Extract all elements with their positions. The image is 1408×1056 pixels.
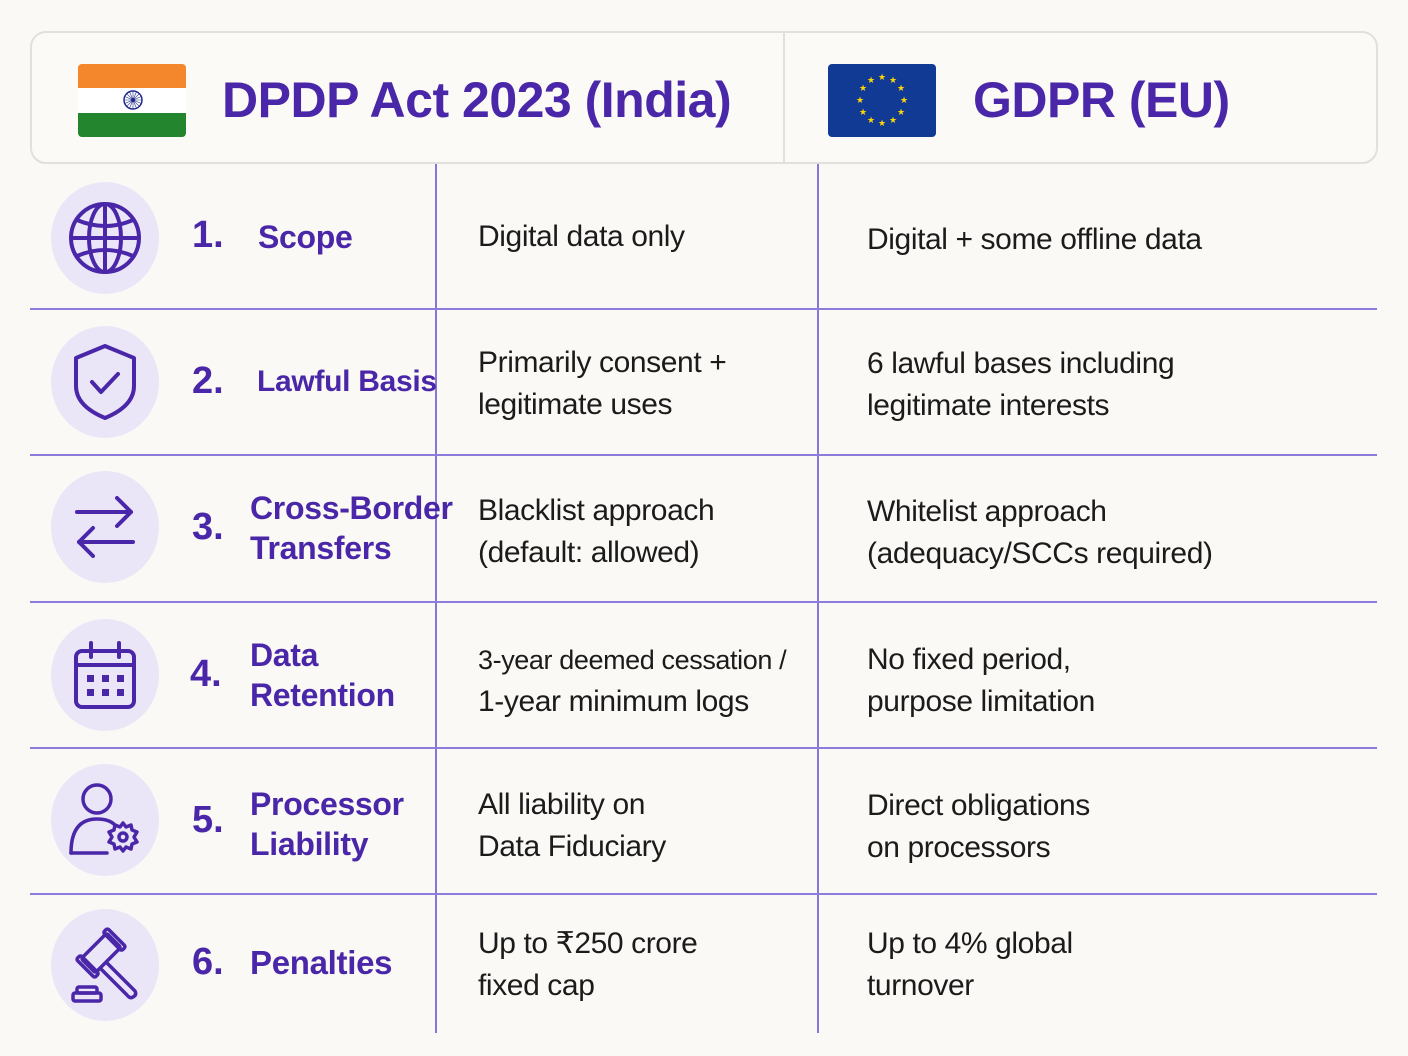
dpdp-cell: Up to ₹250 crore fixed cap xyxy=(478,927,698,1002)
row-number: 4. xyxy=(190,653,222,695)
row-label: Cross-Border Transfers xyxy=(250,490,453,566)
row-divider xyxy=(30,454,1377,456)
row-divider xyxy=(30,308,1377,310)
svg-text:★: ★ xyxy=(859,84,867,94)
row-number: 2. xyxy=(192,360,224,402)
column-divider xyxy=(435,164,437,1033)
row-label: Penalties xyxy=(250,944,393,981)
svg-text:★: ★ xyxy=(897,108,905,118)
row-number: 6. xyxy=(192,941,224,983)
dpdp-title: DPDP Act 2023 (India) xyxy=(222,72,732,128)
dpdp-cell: Digital data only xyxy=(478,220,685,253)
svg-text:★: ★ xyxy=(900,96,908,106)
row-label: Lawful Basis xyxy=(257,365,437,398)
table-row-data-retention: 4. Data Retention 3-year deemed cessatio… xyxy=(30,603,1377,748)
comparison-header: DPDP Act 2023 (India) ★ ★ ★ ★ ★ ★ ★ ★ ★ … xyxy=(30,31,1378,164)
globe-icon xyxy=(51,182,159,294)
shield-check-icon xyxy=(51,326,159,438)
svg-text:★: ★ xyxy=(897,84,905,94)
table-row-lawful-basis: 2. Lawful Basis Primarily consent + legi… xyxy=(30,310,1377,455)
svg-text:★: ★ xyxy=(889,116,897,126)
row-divider xyxy=(30,893,1377,895)
row-label: Processor Liability xyxy=(250,786,404,862)
transfer-arrows-icon xyxy=(51,471,159,583)
row-number: 5. xyxy=(192,799,224,841)
ashoka-chakra-icon xyxy=(123,90,143,111)
user-gear-icon xyxy=(51,764,159,876)
header-dpdp: DPDP Act 2023 (India) xyxy=(32,33,785,162)
row-divider xyxy=(30,747,1377,749)
svg-text:★: ★ xyxy=(867,76,875,86)
dpdp-cell: Blacklist approach (default: allowed) xyxy=(478,494,715,569)
table-row-cross-border: 3. Cross-Border Transfers Blacklist appr… xyxy=(30,456,1377,602)
svg-text:★: ★ xyxy=(859,108,867,118)
row-label: Data Retention xyxy=(250,637,395,713)
dpdp-cell: All liability on Data Fiduciary xyxy=(478,788,666,863)
table-row-scope: 1. Scope Digital data only Digital + som… xyxy=(30,164,1377,309)
svg-text:★: ★ xyxy=(867,116,875,126)
dpdp-cell: 3-year deemed cessation / 1-year minimum… xyxy=(478,645,787,718)
row-label: Scope xyxy=(258,219,353,255)
gdpr-cell: No fixed period, purpose limitation xyxy=(867,643,1095,718)
header-gdpr: ★ ★ ★ ★ ★ ★ ★ ★ ★ ★ ★ ★ GDPR (EU) xyxy=(785,33,1376,162)
table-row-processor-liability: 5. Processor Liability All liability on … xyxy=(30,749,1377,894)
eu-flag-icon: ★ ★ ★ ★ ★ ★ ★ ★ ★ ★ ★ ★ xyxy=(828,64,936,137)
india-flag-icon xyxy=(78,64,186,137)
gavel-icon xyxy=(51,909,159,1021)
column-divider xyxy=(817,164,819,1033)
gdpr-cell: 6 lawful bases including legitimate inte… xyxy=(867,347,1175,422)
dpdp-cell: Primarily consent + legitimate uses xyxy=(478,346,727,421)
comparison-table: 1. Scope Digital data only Digital + som… xyxy=(30,164,1377,1033)
row-divider xyxy=(30,601,1377,603)
svg-text:★: ★ xyxy=(878,73,886,83)
gdpr-cell: Up to 4% global turnover xyxy=(867,927,1073,1002)
svg-text:★: ★ xyxy=(856,96,864,106)
calendar-icon xyxy=(51,619,159,731)
table-row-penalties: 6. Penalties Up to ₹250 crore fixed cap … xyxy=(30,895,1377,1033)
gdpr-cell: Whitelist approach (adequacy/SCCs requir… xyxy=(867,495,1213,570)
row-number: 3. xyxy=(192,506,224,548)
gdpr-title: GDPR (EU) xyxy=(973,72,1230,128)
gdpr-cell: Direct obligations on processors xyxy=(867,789,1090,864)
svg-text:★: ★ xyxy=(889,76,897,86)
svg-text:★: ★ xyxy=(878,119,886,129)
row-number: 1. xyxy=(192,214,224,256)
gdpr-cell: Digital + some offline data xyxy=(867,223,1202,256)
